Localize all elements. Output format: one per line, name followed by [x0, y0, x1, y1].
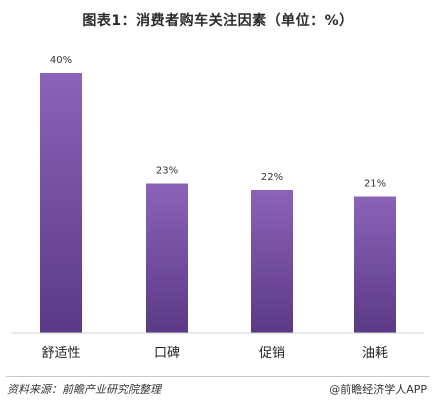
footer-divider — [6, 376, 430, 377]
category-label-3: 促销 — [259, 346, 285, 361]
category-label-1: 舒适性 — [41, 346, 80, 361]
bar-4 — [354, 196, 396, 333]
brand-label: @前瞻经济学人APP — [329, 383, 427, 396]
category-label-2: 口碑 — [154, 345, 180, 361]
bar-3 — [251, 190, 293, 333]
value-label-2: 23% — [156, 166, 178, 177]
bars-layer — [40, 73, 396, 333]
value-label-3: 22% — [261, 172, 283, 183]
bar-2 — [146, 183, 188, 333]
category-label-4: 油耗 — [362, 346, 388, 361]
labels-layer: 40% 舒适性 23% 口碑 22% 促销 21% 油耗 — [41, 55, 388, 361]
bar-1 — [40, 73, 82, 333]
source-note: 资料来源：前瞻产业研究院整理 — [7, 383, 161, 396]
value-label-1: 40% — [50, 55, 72, 66]
value-label-4: 21% — [364, 179, 386, 190]
chart-title: 图表1：消费者购车关注因素（单位：%） — [82, 13, 354, 29]
